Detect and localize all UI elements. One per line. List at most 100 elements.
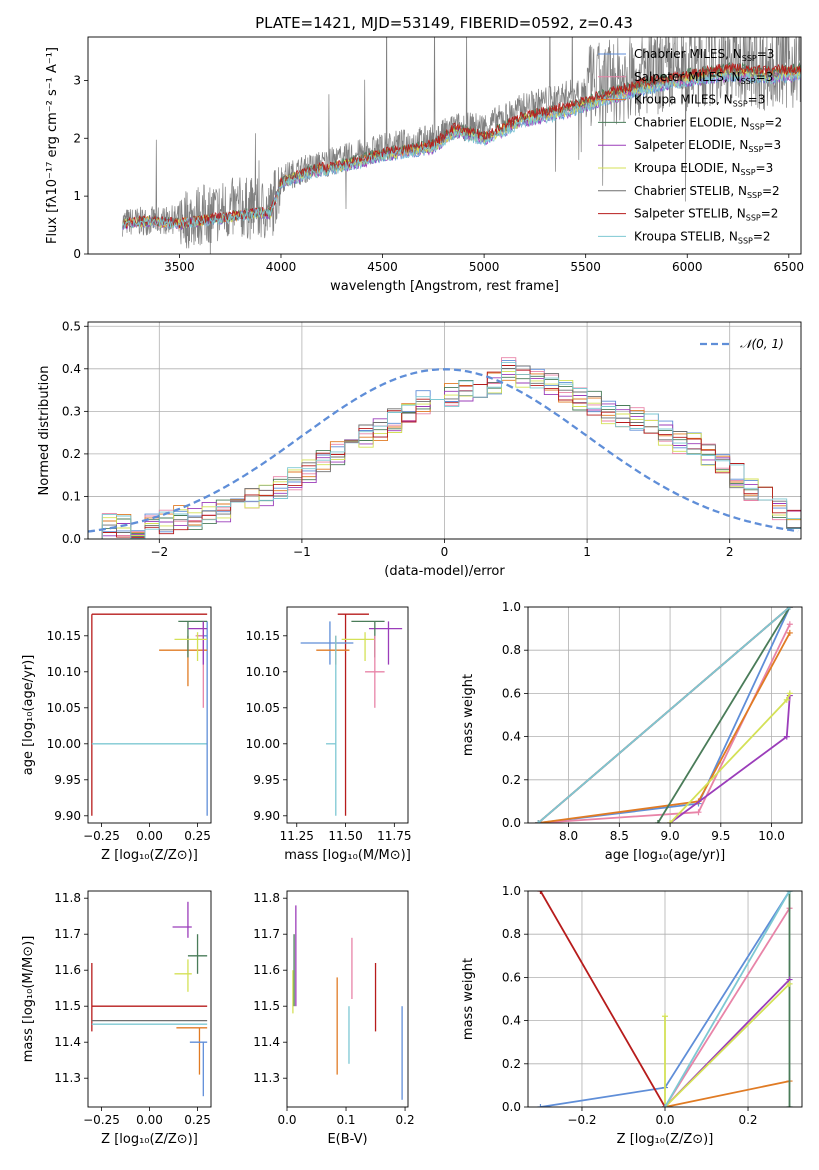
plot-area bbox=[91, 613, 208, 816]
x-tick-label: 0 bbox=[441, 545, 449, 559]
y-tick-label: 11.4 bbox=[253, 1035, 280, 1049]
model-spectrum-kroupa_stelib bbox=[122, 72, 801, 230]
legend-label-salpeter_stelib: Salpeter STELIB, NSSP=2 bbox=[634, 207, 778, 223]
x-axis-label: (data-model)/error bbox=[384, 564, 505, 579]
y-tick-label: 1 bbox=[73, 189, 81, 203]
plot-area bbox=[122, 37, 801, 254]
y-tick-label: 0 bbox=[73, 247, 81, 261]
mass-weight-line-kroupa_miles bbox=[664, 1080, 790, 1107]
mass-weight-marker-kroupa_stelib bbox=[786, 891, 793, 894]
mass-weight-marker-salpeter_miles bbox=[695, 809, 702, 816]
x-axis-label: E(B-V) bbox=[327, 1132, 367, 1147]
plot-area bbox=[91, 901, 208, 1097]
y-tick-label: 11.6 bbox=[54, 963, 81, 977]
legend-label-chabrier_stelib: Chabrier STELIB, NSSP=2 bbox=[634, 184, 780, 200]
x-tick-label: 4500 bbox=[367, 260, 398, 274]
y-tick-label: 10.15 bbox=[47, 629, 81, 643]
x-tick-label: −0.2 bbox=[567, 1113, 596, 1127]
x-tick-label: 0.25 bbox=[184, 1113, 211, 1127]
mass-weight-marker-kroupa_elodie bbox=[786, 690, 793, 697]
y-tick-label: 9.95 bbox=[54, 773, 81, 787]
x-tick-label: 8.5 bbox=[610, 829, 629, 843]
axes-frame bbox=[87, 890, 212, 1108]
mass-weight-marker-chabrier_elodie bbox=[786, 1104, 793, 1107]
x-tick-label: −0.25 bbox=[83, 1113, 120, 1127]
x-tick-label: 9.5 bbox=[711, 829, 730, 843]
legend-label-salpeter_elodie: Salpeter ELODIE, NSSP=3 bbox=[634, 138, 781, 154]
y-axis-label: mass [log₁₀(M/M⊙)] bbox=[21, 936, 36, 1063]
y-tick-label: 0.5 bbox=[62, 319, 81, 333]
mass-weight-line-salpeter_miles bbox=[664, 907, 791, 1107]
gaussian-curve bbox=[88, 368, 799, 533]
y-tick-label: 11.3 bbox=[54, 1071, 81, 1085]
x-tick-label: 0.1 bbox=[336, 1113, 355, 1127]
x-tick-label: 11.75 bbox=[377, 829, 411, 843]
panel-7: −0.2 0.0 0.2 0.0 0.2 0.4 0.6 0.8 1.0 Z [log₁₀(Z/Z… bbox=[461, 884, 803, 1147]
mass-weight-line-chabrier_elodie bbox=[657, 607, 791, 823]
y-tick-label: 11.5 bbox=[253, 999, 280, 1013]
y-tick-label: 10.00 bbox=[246, 737, 280, 751]
x-tick-label: −0.25 bbox=[83, 829, 120, 843]
y-axis-label: age [log₁₀(age/yr)] bbox=[21, 655, 36, 776]
legend-label-chabrier_miles: Chabrier MILES, NSSP=3 bbox=[634, 47, 774, 63]
y-tick-label: 2 bbox=[73, 131, 81, 145]
mass-weight-marker-salpeter_elodie bbox=[783, 733, 790, 740]
y-tick-label: 0.1 bbox=[62, 489, 81, 503]
plot-area bbox=[300, 613, 403, 816]
y-tick-label: 11.6 bbox=[253, 963, 280, 977]
y-tick-label: 10.00 bbox=[47, 737, 81, 751]
y-axis-label: Normed distribution bbox=[37, 366, 52, 496]
y-tick-label: 0.6 bbox=[502, 970, 521, 984]
y-tick-label: 0.2 bbox=[62, 447, 81, 461]
axes-frame bbox=[87, 606, 212, 824]
y-axis-label: mass weight bbox=[461, 958, 476, 1040]
x-tick-label: 5000 bbox=[469, 260, 500, 274]
panel-4: 8.0 8.5 9.0 9.5 10.0 0.0 0.2 0.4 0.6 0.8 1.0 age [l… bbox=[461, 600, 803, 863]
plot-area bbox=[535, 607, 793, 823]
plot-area bbox=[537, 891, 793, 1107]
y-tick-label: 11.7 bbox=[54, 927, 81, 941]
spectrum-title: PLATE=1421, MJD=53149, FIBERID=0592, z=0… bbox=[255, 14, 633, 32]
y-tick-label: 10.05 bbox=[47, 701, 81, 715]
panel-5: −0.25 0.00 0.25 11.3 11.4 11.5 11.6 11.7 11.8 Z [… bbox=[21, 890, 212, 1147]
y-tick-label: 0.2 bbox=[502, 1057, 521, 1071]
panel-1: −2 −1 0 1 2 0.0 0.1 0.2 0.3 0.4 0.5 (data-model)/er… bbox=[37, 319, 802, 579]
y-tick-label: 9.90 bbox=[54, 809, 81, 823]
mass-weight-marker-kroupa_stelib bbox=[535, 820, 542, 823]
x-tick-label: 0.2 bbox=[738, 1113, 757, 1127]
x-tick-label: 0.25 bbox=[184, 829, 211, 843]
residual-histogram-chabrier_elodie bbox=[88, 375, 801, 539]
y-tick-label: 1.0 bbox=[502, 600, 521, 614]
gaussian-legend-label: 𝒩(0, 1) bbox=[740, 337, 784, 351]
x-tick-label: 0.2 bbox=[396, 1113, 415, 1127]
x-axis-label: Z [log₁₀(Z/Z⊙)] bbox=[101, 848, 198, 863]
mass-weight-line-kroupa_elodie bbox=[664, 983, 791, 1107]
residual-histogram-kroupa_elodie bbox=[88, 370, 801, 539]
spectrum-legend: Chabrier MILES, NSSP=3 Salpeter MILES, NS… bbox=[598, 47, 782, 245]
x-tick-label: −1 bbox=[293, 545, 311, 559]
mass-weight-marker-kroupa_elodie bbox=[662, 1013, 668, 1020]
mass-weight-marker-salpeter_stelib bbox=[537, 891, 544, 894]
x-tick-label: 10.0 bbox=[758, 829, 785, 843]
y-tick-label: 11.8 bbox=[253, 891, 280, 905]
x-tick-label: 5500 bbox=[570, 260, 601, 274]
panel-0: 3500 4000 4500 5000 5500 6000 6500 0 1 2 3 waveleng… bbox=[45, 36, 804, 294]
y-tick-label: 0.8 bbox=[502, 643, 521, 657]
panel-2: −0.25 0.00 0.25 9.90 9.95 10.00 10.05 10.10 10.1… bbox=[21, 606, 212, 863]
y-tick-label: 11.4 bbox=[54, 1035, 81, 1049]
y-tick-label: 0.0 bbox=[502, 1100, 521, 1114]
y-tick-label: 11.5 bbox=[54, 999, 81, 1013]
y-tick-label: 0.2 bbox=[502, 773, 521, 787]
y-tick-label: 0.0 bbox=[62, 532, 81, 546]
y-tick-label: 11.3 bbox=[253, 1071, 280, 1085]
x-tick-label: 11.50 bbox=[328, 829, 362, 843]
x-tick-label: 6000 bbox=[672, 260, 703, 274]
mass-weight-line-kroupa_stelib bbox=[664, 891, 791, 1107]
y-tick-label: 0.4 bbox=[62, 362, 81, 376]
x-tick-label: 0.00 bbox=[136, 1113, 163, 1127]
x-tick-label: 3500 bbox=[164, 260, 195, 274]
axes-frame bbox=[527, 606, 803, 824]
x-tick-label: 11.25 bbox=[280, 829, 314, 843]
y-tick-label: 11.8 bbox=[54, 891, 81, 905]
axes-frame bbox=[87, 36, 802, 255]
